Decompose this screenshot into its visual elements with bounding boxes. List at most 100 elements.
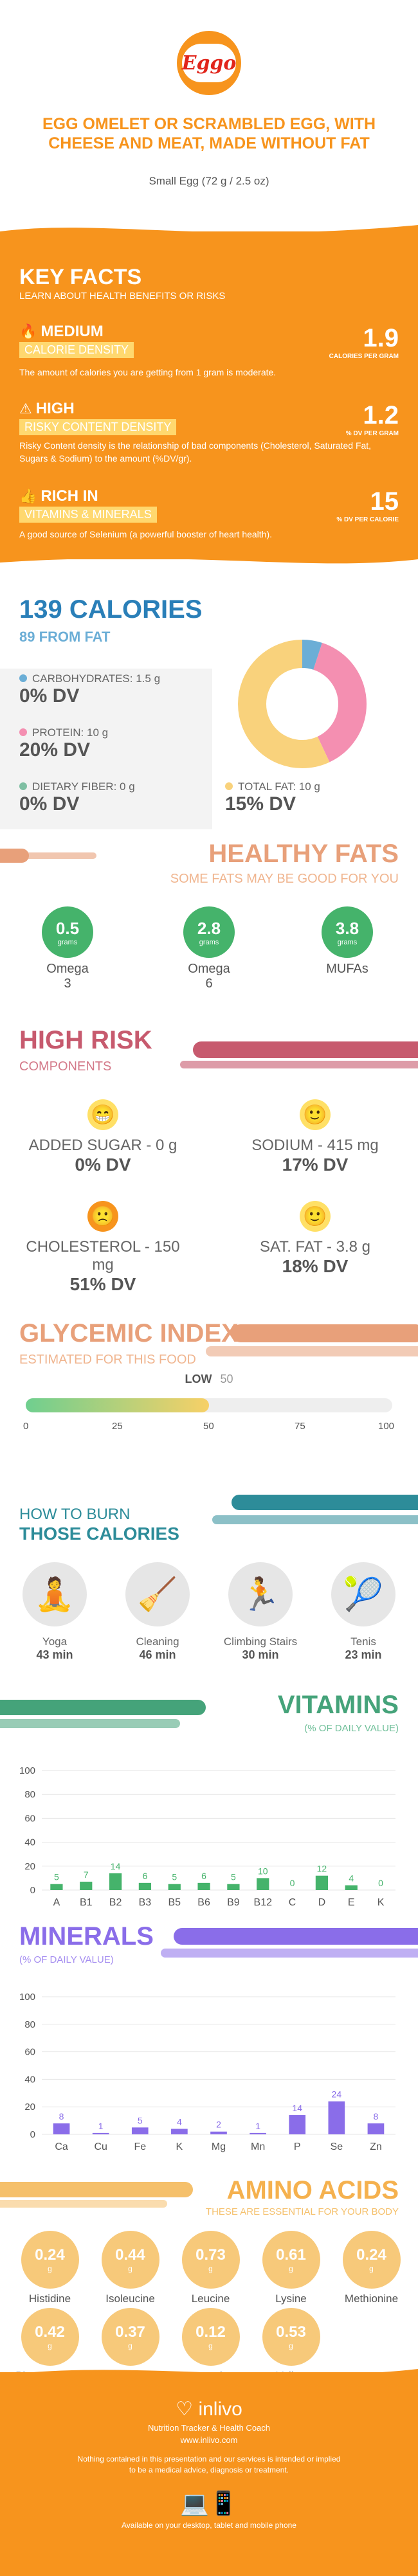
amino-unit: g xyxy=(128,2341,132,2350)
donut-slice-total-fat xyxy=(238,640,367,768)
key-fact-value-block: 15 % DV PER CALORIE xyxy=(302,487,399,523)
bar-value-label: 4 xyxy=(177,2116,182,2127)
x-tick-label: Mn xyxy=(251,2141,265,2152)
yoga-icon: 🧘 xyxy=(23,1562,87,1626)
smile-face-icon: 🙂 xyxy=(300,1201,331,1232)
bar-B9 xyxy=(227,1884,240,1890)
serving-size: Small Egg (72 g / 2.5 oz) xyxy=(149,175,269,187)
y-tick-label: 60 xyxy=(24,1813,35,1824)
bar-B2 xyxy=(109,1873,122,1890)
glycemic-level-row: LOW 50 xyxy=(0,1373,418,1386)
risk-label: ADDED SUGAR - 0 g xyxy=(28,1137,177,1154)
gi-tick: 100 xyxy=(378,1421,395,1432)
page-title: EGG OMELET OR SCRAMBLED EGG, WITH CHEESE… xyxy=(42,115,376,152)
amino-unit: g xyxy=(48,2341,52,2350)
bar-value-label: 5 xyxy=(172,1872,177,1882)
key-fact-label: VITAMINS & MINERALS xyxy=(19,507,157,523)
amino-subtitle: THESE ARE ESSENTIAL FOR YOUR BODY xyxy=(205,2206,399,2217)
macro-protein: PROTEIN: 10 g 20% DV xyxy=(19,726,108,761)
gi-tick: 25 xyxy=(112,1421,123,1432)
macro-label: PROTEIN: 10 g xyxy=(32,726,109,739)
minerals-title: MINERALS xyxy=(19,1922,154,1950)
amino-unit: g xyxy=(289,2341,293,2350)
key-fact-value: 1.9 xyxy=(363,324,399,352)
amino-value: 0.73 xyxy=(195,2246,226,2264)
key-fact-risky-density: ⚠ HIGH RISKY CONTENT DENSITY Risky Conte… xyxy=(19,400,379,465)
bar-B3 xyxy=(138,1882,152,1890)
burn-title-line1: HOW TO BURN xyxy=(19,1506,131,1523)
risk-label: SAT. FAT - 3.8 g xyxy=(259,1238,371,1256)
burn-name: Tenis xyxy=(350,1635,376,1648)
burn-name: Climbing Stairs xyxy=(223,1635,298,1648)
vitamins-stripes xyxy=(0,1700,206,1728)
amino-unit: g xyxy=(369,2264,374,2273)
x-tick-label: Fe xyxy=(134,2141,146,2152)
carbs-dot xyxy=(19,674,27,682)
x-tick-label: A xyxy=(53,1897,60,1908)
amino-badge: 0.37 g xyxy=(101,2308,159,2366)
x-tick-label: E xyxy=(348,1897,355,1908)
cleaning-icon: 🧹 xyxy=(125,1562,190,1626)
burn-minutes: 23 min xyxy=(345,1648,382,1661)
amino-item: 0.73 g Leucine xyxy=(174,2231,248,2305)
bar-value-label: 7 xyxy=(84,1869,89,1880)
bar-Ca xyxy=(53,2123,70,2134)
risk-sodium: 🙂 SODIUM - 415 mg 17% DV xyxy=(232,1099,399,1175)
macro-label: TOTAL FAT: 10 g xyxy=(238,780,320,793)
devices-icon: 💻📱 xyxy=(180,2490,238,2516)
glycemic-subtitle: ESTIMATED FOR THIS FOOD xyxy=(19,1353,196,1367)
burn-tennis: 🎾 Tenis 23 min xyxy=(325,1562,402,1662)
amino-name: Histidine xyxy=(28,2292,71,2305)
key-fact-label: RISKY CONTENT DENSITY xyxy=(19,419,177,435)
healthy-fats-title: HEALTHY FATS xyxy=(208,840,399,868)
amino-name: Methionine xyxy=(344,2292,399,2305)
gi-tick: 50 xyxy=(203,1421,214,1432)
x-tick-label: K xyxy=(377,1897,385,1908)
footer-url[interactable]: www.inlivo.com xyxy=(180,2435,238,2445)
bar-value-label: 24 xyxy=(332,2089,342,2100)
macro-bg-top xyxy=(0,669,212,771)
macro-fiber: DIETARY FIBER: 0 g 0% DV xyxy=(19,780,135,815)
fat-value: 2.8 xyxy=(197,918,221,938)
risk-dv: 51% DV xyxy=(69,1274,136,1294)
macro-bg-bottom xyxy=(0,771,212,829)
x-tick-label: B5 xyxy=(168,1897,181,1908)
macro-label: DIETARY FIBER: 0 g xyxy=(32,780,135,793)
x-tick-label: B3 xyxy=(139,1897,152,1908)
amino-badge: 0.53 g xyxy=(262,2308,320,2366)
macro-dv: 0% DV xyxy=(19,685,80,707)
risk-dv: 17% DV xyxy=(282,1155,349,1175)
stairs-icon: 🏃 xyxy=(228,1562,293,1626)
amino-unit: g xyxy=(128,2264,132,2273)
bar-value-label: 2 xyxy=(216,2120,221,2130)
healthy-fats-stripes xyxy=(0,849,96,863)
y-tick-label: 100 xyxy=(19,1765,35,1776)
key-facts-subtitle: LEARN ABOUT HEALTH BENEFITS OR RISKS xyxy=(19,291,226,302)
fiber-dot xyxy=(19,782,27,790)
x-tick-label: K xyxy=(176,2141,183,2152)
key-fact-level: RICH IN xyxy=(41,487,98,505)
bar-value-label: 0 xyxy=(290,1878,295,1888)
footer-disclaimer: Nothing contained in this presentation a… xyxy=(77,2454,341,2474)
glycemic-ticks: 0 25 50 75 100 xyxy=(23,1421,395,1434)
key-facts-title: KEY FACTS xyxy=(19,265,142,289)
fat-value: 0.5 xyxy=(55,918,80,938)
bar-B5 xyxy=(168,1884,181,1890)
y-tick-label: 20 xyxy=(24,2102,35,2112)
bar-Mn xyxy=(250,2132,266,2134)
amino-item: 0.24 g Histidine xyxy=(13,2231,87,2305)
bar-value-label: 8 xyxy=(59,2111,64,2121)
sad-face-icon: 🙁 xyxy=(87,1201,118,1232)
amino-badge: 0.44 g xyxy=(101,2231,159,2289)
bar-value-label: 14 xyxy=(111,1861,121,1871)
gi-tick: 0 xyxy=(23,1421,29,1432)
high-risk-stripes xyxy=(180,1041,418,1068)
macro-carbs: CARBOHYDRATES: 1.5 g 0% DV xyxy=(19,672,160,707)
y-tick-label: 20 xyxy=(24,1861,35,1872)
macro-fat: TOTAL FAT: 10 g 15% DV xyxy=(225,780,320,815)
fat-dot xyxy=(225,782,233,790)
bar-value-label: 14 xyxy=(292,2103,302,2113)
bar-Zn xyxy=(367,2123,385,2134)
brand-logo: Eggo xyxy=(177,31,241,95)
key-fact-desc: The amount of calories you are getting f… xyxy=(19,367,277,377)
